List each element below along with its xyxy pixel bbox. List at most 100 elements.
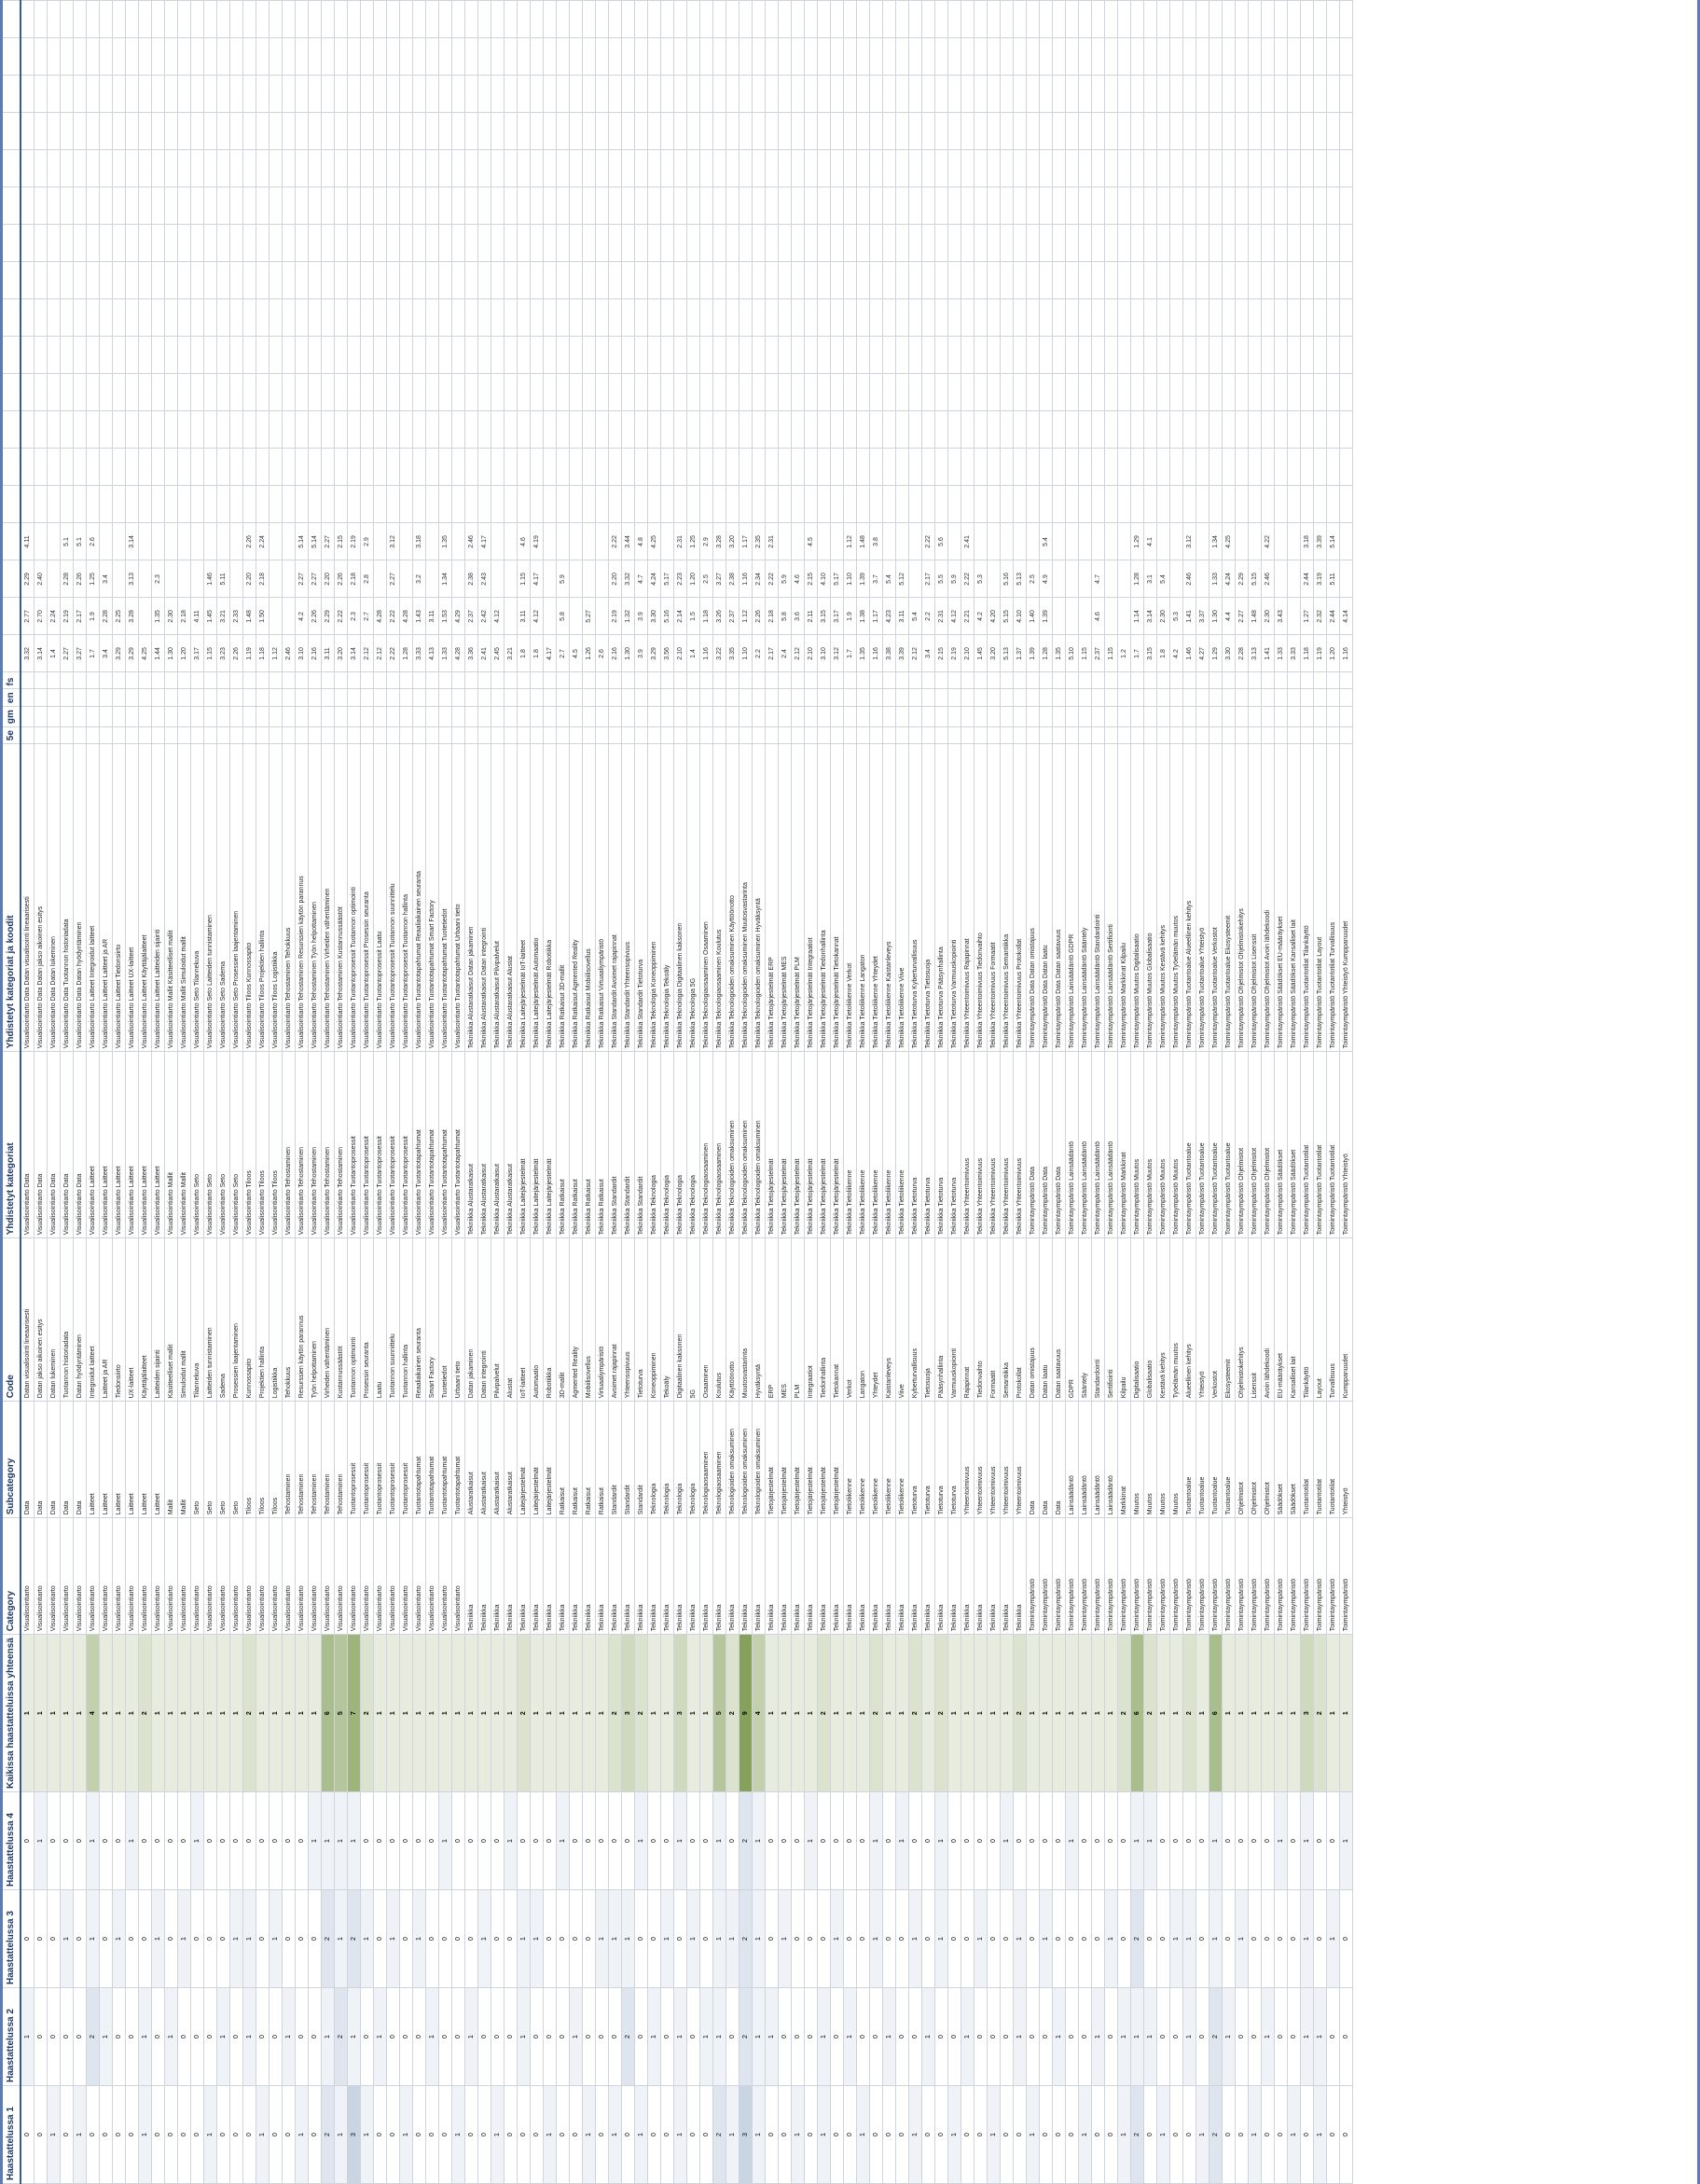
table-cell[interactable]: 1.9	[843, 597, 857, 635]
table-cell[interactable]: Tekniikka	[647, 1517, 661, 1635]
table-cell[interactable]: Koulutus	[712, 1237, 726, 1402]
empty-cell[interactable]	[86, 224, 100, 262]
empty-cell[interactable]	[1261, 112, 1275, 150]
empty-cell[interactable]	[817, 485, 831, 523]
empty-cell[interactable]	[1274, 688, 1288, 707]
table-cell[interactable]: Yhteydet	[869, 1237, 883, 1402]
empty-cell[interactable]	[242, 75, 256, 113]
empty-cell[interactable]	[125, 37, 139, 76]
table-cell[interactable]: 2.25	[112, 597, 126, 635]
empty-cell[interactable]	[308, 688, 322, 707]
empty-cell[interactable]	[817, 373, 831, 411]
table-cell[interactable]: 1.39	[856, 560, 870, 598]
empty-cell[interactable]	[686, 485, 700, 523]
table-cell[interactable]: 1	[778, 1634, 792, 1792]
empty-cell[interactable]	[151, 149, 165, 187]
table-cell[interactable]	[269, 597, 283, 635]
empty-cell[interactable]	[778, 726, 792, 744]
table-cell[interactable]: 2.28	[60, 560, 74, 598]
empty-cell[interactable]	[1039, 726, 1053, 744]
empty-cell[interactable]	[686, 112, 700, 150]
table-cell[interactable]: 4.4	[1222, 597, 1236, 635]
empty-cell[interactable]	[334, 75, 348, 113]
empty-cell[interactable]	[752, 485, 766, 523]
table-cell[interactable]: 1	[282, 1987, 296, 2086]
empty-cell[interactable]	[856, 410, 870, 449]
table-cell[interactable]: 2.40	[34, 560, 48, 598]
table-cell[interactable]: 1.26	[582, 634, 596, 672]
empty-cell[interactable]	[1222, 261, 1236, 299]
table-cell[interactable]: Tekniikka	[817, 1517, 831, 1635]
table-cell[interactable]: 1	[1052, 1634, 1066, 1792]
empty-cell[interactable]	[1091, 187, 1105, 225]
empty-cell[interactable]	[399, 224, 413, 262]
table-cell[interactable]: Tekniikka Alustaratkaisut	[491, 1051, 504, 1238]
empty-cell[interactable]	[582, 706, 596, 727]
table-cell[interactable]: Visualisointiarto Tehostaminen	[321, 1051, 335, 1238]
empty-cell[interactable]	[1209, 671, 1223, 689]
table-cell[interactable]: Tietoturva	[634, 1237, 648, 1402]
table-cell[interactable]: 3.10	[295, 634, 309, 672]
table-cell[interactable]: 1	[321, 1791, 335, 1890]
empty-cell[interactable]	[491, 373, 504, 411]
empty-cell[interactable]	[921, 688, 935, 707]
table-cell[interactable]: Koneoppiminen	[647, 1237, 661, 1402]
table-cell[interactable]: 3.33	[1287, 634, 1301, 672]
table-cell[interactable]: 1	[856, 2085, 870, 2184]
empty-cell[interactable]	[1196, 726, 1209, 744]
empty-cell[interactable]	[1013, 336, 1027, 374]
table-cell[interactable]: Tekniikka Tietoliikenne Langaton	[856, 743, 870, 1052]
empty-cell[interactable]	[269, 410, 283, 449]
table-cell[interactable]: 0	[1156, 1889, 1170, 1988]
empty-cell[interactable]	[686, 261, 700, 299]
empty-cell[interactable]	[1078, 336, 1092, 374]
empty-cell[interactable]	[125, 336, 139, 374]
empty-cell[interactable]	[504, 726, 518, 744]
empty-cell[interactable]	[1235, 224, 1249, 262]
empty-cell[interactable]	[869, 726, 883, 744]
table-cell[interactable]: 0	[60, 1791, 74, 1890]
table-cell[interactable]: 9	[739, 1634, 753, 1792]
empty-cell[interactable]	[125, 485, 139, 523]
table-cell[interactable]: Visualisointiarto	[86, 1517, 100, 1635]
empty-cell[interactable]	[1182, 149, 1196, 187]
empty-cell[interactable]	[99, 671, 113, 689]
empty-cell[interactable]	[843, 671, 857, 689]
empty-cell[interactable]	[673, 0, 687, 38]
empty-cell[interactable]	[895, 706, 909, 727]
empty-cell[interactable]	[739, 485, 753, 523]
empty-cell[interactable]	[190, 187, 204, 225]
table-cell[interactable]: Formaatit	[987, 1237, 1001, 1402]
empty-cell[interactable]	[726, 187, 739, 225]
table-cell[interactable]: 2.19	[608, 597, 622, 635]
empty-cell[interactable]	[47, 706, 61, 727]
empty-cell[interactable]	[752, 336, 766, 374]
empty-cell[interactable]	[177, 410, 191, 449]
empty-cell[interactable]	[282, 410, 296, 449]
empty-cell[interactable]	[595, 0, 609, 38]
empty-cell[interactable]	[1313, 410, 1327, 449]
table-cell[interactable]: Visualisointiarto Seto Sadema	[216, 743, 230, 1052]
empty-cell[interactable]	[647, 688, 661, 707]
table-cell[interactable]: Integroidut laitteet	[86, 1237, 100, 1402]
empty-cell[interactable]	[1196, 485, 1209, 523]
empty-cell[interactable]	[1013, 373, 1027, 411]
empty-cell[interactable]	[1182, 373, 1196, 411]
empty-cell[interactable]	[1313, 448, 1327, 486]
table-cell[interactable]: 1	[595, 1634, 609, 1792]
empty-cell[interactable]	[817, 298, 831, 337]
empty-cell[interactable]	[1078, 149, 1092, 187]
empty-cell[interactable]	[752, 298, 766, 337]
table-cell[interactable]: 0	[947, 1889, 961, 1988]
empty-cell[interactable]	[660, 0, 674, 38]
table-cell[interactable]: Tehostaminen	[308, 1401, 322, 1518]
empty-cell[interactable]	[451, 706, 465, 727]
empty-cell[interactable]	[843, 336, 857, 374]
empty-cell[interactable]	[517, 0, 531, 38]
empty-cell[interactable]	[1052, 298, 1066, 337]
table-cell[interactable]: 0	[269, 2085, 283, 2184]
table-cell[interactable]: Säädökset	[1274, 1401, 1288, 1518]
empty-cell[interactable]	[1313, 688, 1327, 707]
empty-cell[interactable]	[1000, 75, 1014, 113]
empty-cell[interactable]	[1182, 298, 1196, 337]
